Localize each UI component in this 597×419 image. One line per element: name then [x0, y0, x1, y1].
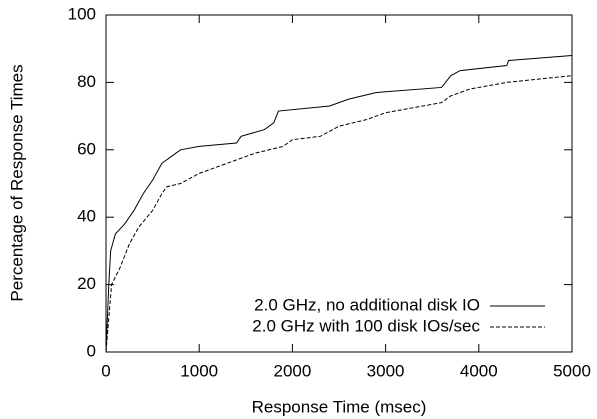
y-tick-label: 40: [77, 207, 96, 226]
y-tick-label: 20: [77, 274, 96, 293]
y-tick-label: 60: [77, 139, 96, 158]
x-tick-label: 0: [101, 361, 110, 380]
y-tick-label: 0: [87, 341, 96, 360]
x-tick-label: 3000: [367, 361, 405, 380]
x-tick-label: 2000: [273, 361, 311, 380]
y-tick-label: 80: [77, 72, 96, 91]
legend-label: 2.0 GHz with 100 disk IOs/sec: [252, 316, 480, 335]
y-tick-label: 100: [68, 4, 96, 23]
series-line: [105, 75, 573, 353]
x-tick-label: 1000: [180, 361, 218, 380]
x-tick-label: 4000: [460, 361, 498, 380]
series-line: [105, 54, 573, 353]
x-tick-label: 5000: [553, 361, 591, 380]
y-axis-label: Percentage of Response Times: [7, 64, 26, 301]
x-axis-label: Response Time (msec): [252, 397, 427, 416]
plot-frame: [105, 14, 573, 353]
legend-label: 2.0 GHz, no additional disk IO: [254, 295, 480, 314]
